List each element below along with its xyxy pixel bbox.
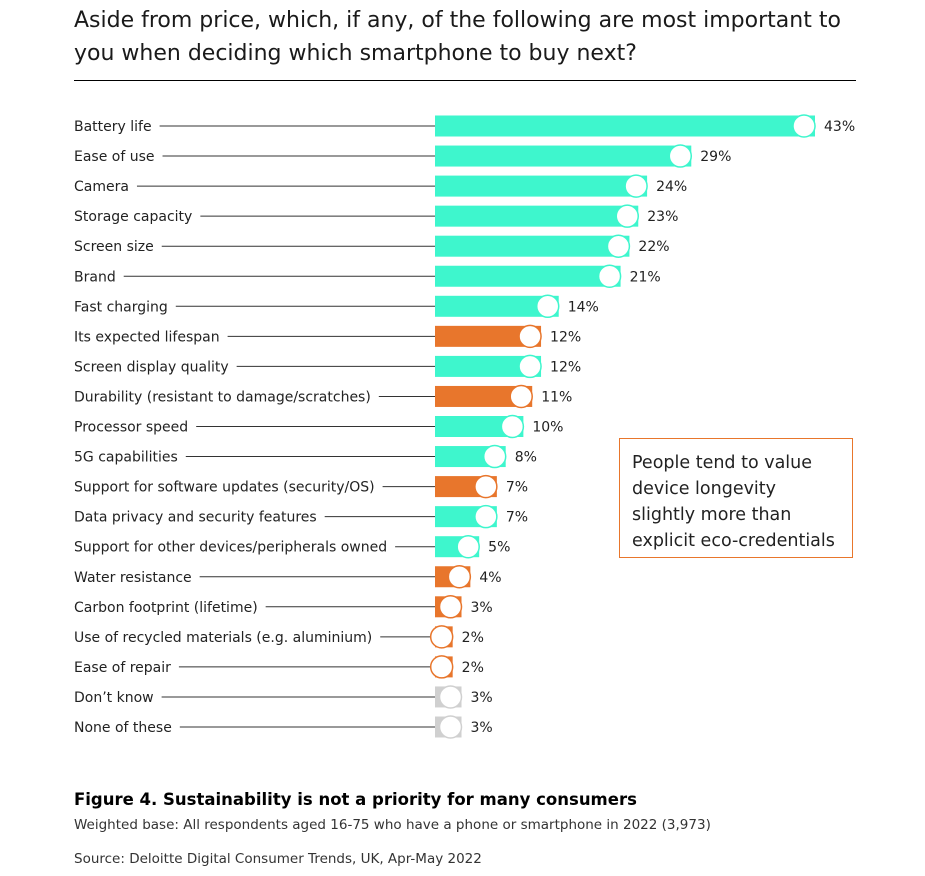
- bar-end-marker: [518, 354, 542, 379]
- value-label: 29%: [700, 149, 731, 165]
- bar: [435, 205, 639, 227]
- bar-chart: Battery life 43% Ease of use 29% Camera 24% St…: [74, 114, 855, 739]
- bar-end-marker: [438, 595, 463, 619]
- bar: [435, 235, 630, 257]
- bar-end-marker: [668, 144, 693, 168]
- value-label: 11%: [541, 389, 572, 405]
- category-label: Support for software updates (security/O…: [74, 480, 375, 496]
- value-label: 21%: [630, 269, 661, 285]
- value-label: 12%: [550, 359, 581, 375]
- title-divider: [74, 80, 856, 81]
- category-label: Durability (resistant to damage/scratche…: [74, 389, 371, 405]
- value-label: 8%: [515, 450, 537, 466]
- category-label: Fast charging: [74, 299, 168, 315]
- category-label: Carbon footprint (lifetime): [74, 600, 258, 616]
- category-label: Data privacy and security features: [74, 510, 317, 526]
- category-label: Ease of repair: [74, 660, 171, 676]
- bar-end-marker: [482, 444, 507, 469]
- value-label: 7%: [506, 510, 528, 526]
- bar: [435, 325, 542, 347]
- bar-end-marker: [535, 294, 560, 319]
- bar-end-marker: [429, 655, 454, 679]
- value-label: 43%: [824, 119, 855, 135]
- category-label: Use of recycled materials (e.g. aluminiu…: [74, 630, 372, 646]
- bar: [435, 355, 542, 377]
- bar-end-marker: [792, 114, 816, 138]
- value-label: 23%: [647, 209, 678, 225]
- bar-end-marker: [456, 534, 480, 559]
- category-label: Battery life: [74, 119, 152, 135]
- chart-title: Aside from price, which, if any, of the …: [74, 8, 841, 66]
- category-label: Screen display quality: [74, 359, 229, 375]
- value-label: 2%: [462, 660, 484, 676]
- source-note: Source: Deloitte Digital Consumer Trends…: [74, 851, 482, 867]
- bar-end-marker: [438, 685, 463, 709]
- value-label: 3%: [471, 600, 493, 616]
- category-label: Don’t know: [74, 690, 154, 706]
- value-label: 10%: [532, 420, 563, 436]
- bar-end-marker: [447, 565, 472, 589]
- bar: [435, 145, 692, 167]
- bar-end-marker: [597, 264, 622, 288]
- value-label: 3%: [471, 720, 493, 736]
- value-label: 5%: [488, 540, 510, 556]
- category-label: Camera: [74, 179, 129, 195]
- value-label: 12%: [550, 329, 581, 345]
- base-note: Weighted base: All respondents aged 16-7…: [74, 817, 711, 833]
- bar-end-marker: [429, 625, 454, 649]
- bar-end-marker: [474, 504, 498, 529]
- bar: [435, 385, 533, 407]
- category-label: 5G capabilities: [74, 450, 178, 466]
- value-label: 7%: [506, 480, 528, 496]
- value-label: 24%: [656, 179, 687, 195]
- category-label: None of these: [74, 720, 172, 736]
- value-label: 4%: [479, 570, 501, 586]
- bar: [435, 115, 815, 137]
- category-label: Screen size: [74, 239, 154, 255]
- bar: [435, 265, 621, 287]
- category-label: Ease of use: [74, 149, 155, 165]
- bar: [435, 175, 648, 197]
- bar: [435, 295, 559, 317]
- bar-end-marker: [606, 234, 631, 258]
- category-label: Its expected lifespan: [74, 329, 220, 345]
- figure-caption: Figure 4. Sustainability is not a priori…: [74, 790, 637, 809]
- bar-end-marker: [438, 715, 463, 739]
- category-label: Storage capacity: [74, 209, 192, 225]
- value-label: 22%: [638, 239, 669, 255]
- callout-box: People tend to value device longevity sl…: [619, 438, 853, 558]
- bar-end-marker: [615, 204, 640, 228]
- value-label: 3%: [471, 690, 493, 706]
- bar-end-marker: [500, 414, 525, 439]
- bar-end-marker: [509, 384, 533, 409]
- bar-end-marker: [624, 174, 648, 198]
- category-label: Brand: [74, 269, 116, 285]
- bar-end-marker: [474, 474, 498, 499]
- category-label: Processor speed: [74, 420, 188, 436]
- bar: [435, 416, 524, 437]
- category-label: Support for other devices/peripherals ow…: [74, 540, 387, 556]
- value-label: 2%: [462, 630, 484, 646]
- category-label: Water resistance: [74, 570, 192, 586]
- value-label: 14%: [568, 299, 599, 315]
- bar-end-marker: [518, 324, 542, 349]
